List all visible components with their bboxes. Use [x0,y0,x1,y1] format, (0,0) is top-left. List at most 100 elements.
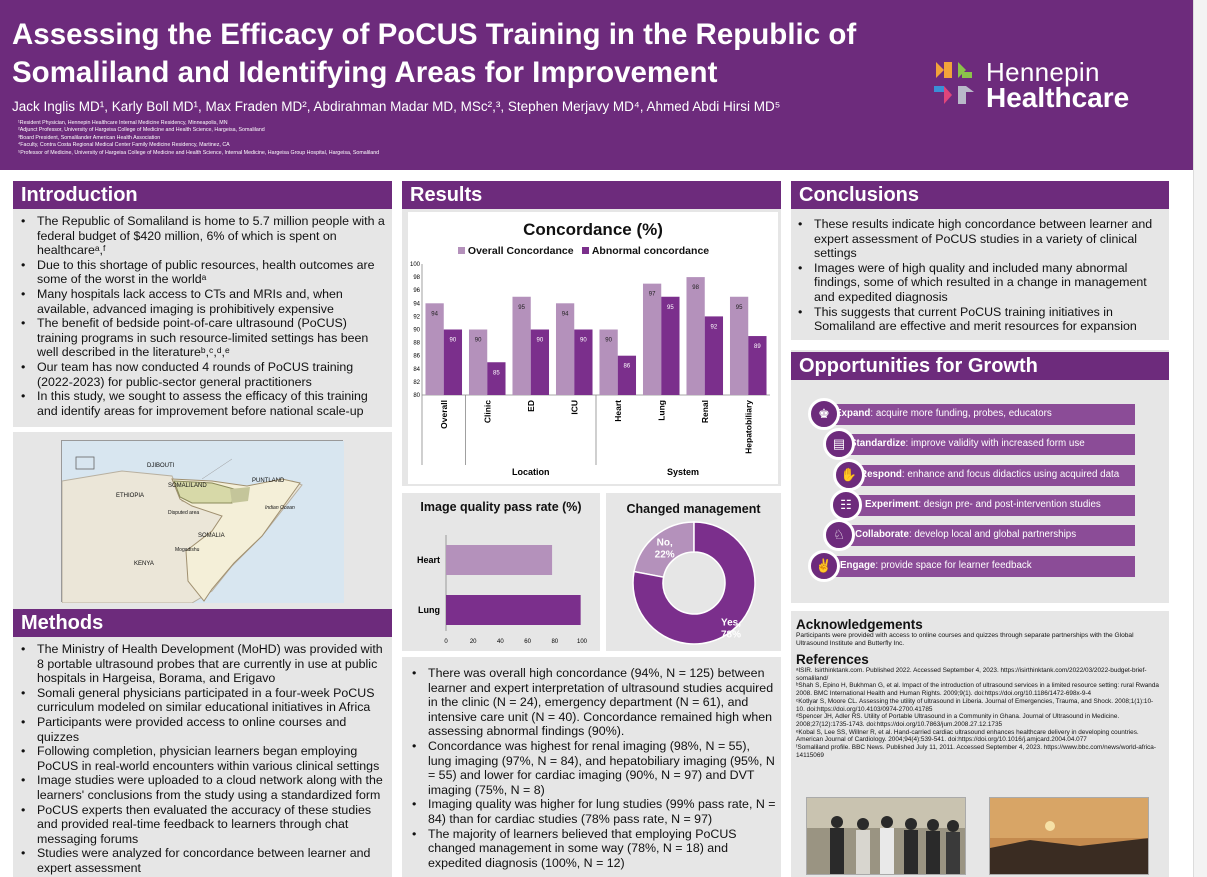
hand-icon: ✋ [833,459,865,491]
x-tick-label: Renal [700,400,710,423]
list-item: Concordance was highest for renal imagin… [408,739,776,797]
x-tick-label: ED [526,400,536,412]
growth-item-experiment: Experiment: design pre- and post-interve… [845,495,1135,516]
growth-item-collaborate: Collaborate: develop local and global pa… [835,525,1135,546]
x-tick-label: 100 [577,639,588,645]
acknowledgements-panel: Acknowledgements Participants were provi… [791,611,1169,877]
x-tick-label: 20 [470,639,477,645]
map-label: ETHIOPIA [116,493,145,499]
x-tick-label: Hepatobiliary [743,400,753,454]
chart-title: Changed management [626,502,761,516]
acknowledgements-text: Participants were provided with access t… [796,632,1134,647]
list-item: Participants were provided access to onl… [17,715,385,744]
bar [704,316,724,395]
data-label: 95 [667,305,674,311]
chart-title: Image quality pass rate (%) [420,500,582,514]
growth-heading: Opportunities for Growth [791,352,1169,380]
affiliation: ²Adjunct Professor, University of Hargei… [18,127,265,134]
results-list: There was overall high concordance (94%,… [408,666,776,870]
y-tick-label: 92 [413,314,420,320]
y-tick-label: 88 [413,341,420,347]
bar [487,362,506,395]
affiliation: ⁴Faculty, Contra Costa Regional Medical … [18,142,230,149]
legend-label: Overall Concordance [467,245,574,257]
list-item: These results indicate high concordance … [794,217,1164,261]
reference: ᶜKotlyar S, Moore CL. Assessing the util… [796,697,1154,713]
bar [446,595,581,625]
bar [512,296,531,395]
poster-title: Assessing the Efficacy of PoCUS Training… [12,18,857,89]
map-label: Disputed area [168,510,200,516]
list-item: PoCUS experts then evaluated the accurac… [17,803,385,847]
data-label: 95 [736,305,743,311]
slice-label: No, 22% [655,538,675,561]
growth-term: Collaborate [855,529,909,540]
affiliation: ¹Resident Physician, Hennepin Healthcare… [18,120,228,126]
conclusions-heading: Conclusions [791,181,1169,209]
list-item: Imaging quality was higher for lung stud… [408,797,776,826]
network-icon: ☷ [830,489,862,521]
list-item: Images were of high quality and included… [794,261,1164,305]
growth-term: Experiment [865,499,919,510]
data-label: 92 [711,324,718,330]
reference: ᵃISIR. Isirthinktank.com. Published 2022… [796,667,1147,682]
reference: ᵉKobal S, Lee SS, Willner R, et al. Hand… [796,728,1139,744]
concordance-chart: Concordance (%) Overall Concordance Abno… [408,212,778,484]
list-item: The majority of learners believed that e… [408,827,776,871]
author-list: Jack Inglis MD¹, Karly Boll MD¹, Max Fra… [12,99,781,114]
data-label: 90 [605,338,612,344]
y-tick-label: 94 [413,301,420,307]
growth-term: Engage [840,560,876,571]
bar [468,329,488,395]
list-item: Image studies were uploaded to a cloud n… [17,773,385,802]
map-label: SOMALIA [198,533,225,539]
list-item: This suggests that current PoCUS trainin… [794,305,1164,334]
growth-desc: : enhance and focus didactics using acqu… [901,469,1120,480]
bar [555,303,575,395]
x-tick-label: Lung [656,400,666,421]
list-item: Many hospitals lack access to CTs and MR… [17,287,385,316]
data-label: 85 [493,370,500,376]
data-label: 98 [692,285,699,291]
references-list: ᵃISIR. Isirthinktank.com. Published 2022… [796,667,1161,759]
list-item: Somali general physicians participated i… [17,686,385,715]
reference: ᶠSomaliland profile. BBC News. Published… [796,744,1156,759]
y-tick-label: Lung [418,605,440,615]
affiliation: ³Board President, Somalilander American … [18,134,161,141]
legend-swatch [458,247,465,254]
group-label: System [667,467,699,477]
list-item: Due to this shortage of public resources… [17,258,385,287]
y-tick-label: Heart [417,555,440,565]
hennepin-logo: Hennepin Healthcare [932,56,1162,116]
list-item: The Ministry of Health Development (MoHD… [17,642,385,686]
map-label: Mogadishu [175,547,200,553]
x-tick-label: Overall [439,400,449,429]
introduction-heading: Introduction [13,181,392,209]
acknowledgements-heading: Acknowledgements [796,617,923,632]
data-label: 97 [649,292,656,298]
bar [617,355,637,395]
changed-management-donut: No, 22% Yes, 78% [632,521,756,645]
methods-heading: Methods [13,609,392,637]
bar [574,329,593,395]
logo-text-hennepin: Hennepin [986,57,1100,87]
team-photo [806,797,966,875]
bar [425,303,444,395]
affiliation: ⁵Professor of Medicine, University of Ha… [18,149,380,156]
document-icon: ▤ [823,428,855,460]
data-label: 94 [431,311,438,317]
map-graphic [62,441,344,603]
bar [530,329,550,395]
logo-mark-icon [934,62,974,104]
somaliland-map: DJIBOUTI SOMALILAND PUNTLAND ETHIOPIA Di… [61,440,344,603]
x-tick-label: ICU [569,400,579,415]
poster-header: Assessing the Efficacy of PoCUS Training… [0,0,1193,170]
vertical-scrollbar[interactable] [1193,0,1207,877]
map-label: PUNTLAND [252,478,285,484]
x-tick-label: 60 [524,639,531,645]
growth-item-standardize: Standardize: improve validity with incre… [830,434,1135,455]
data-label: 90 [450,338,457,344]
x-tick-label: 80 [551,639,558,645]
y-tick-label: 100 [410,262,421,268]
x-tick-label: 0 [444,639,448,645]
